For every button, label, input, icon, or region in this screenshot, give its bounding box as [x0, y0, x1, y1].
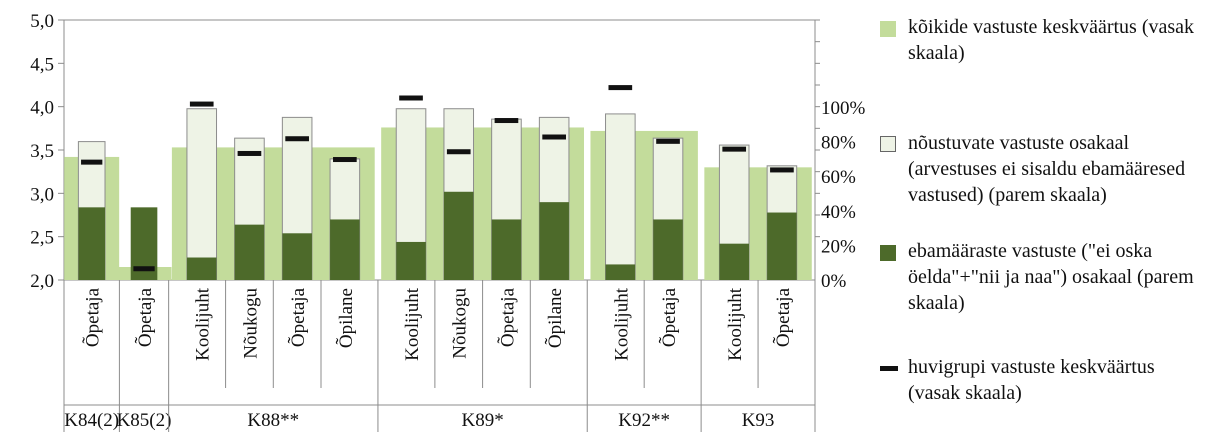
left-axis-tick-label: 2,0: [30, 271, 54, 292]
group-mean-marker: [237, 150, 262, 156]
group-mean-marker: [494, 118, 519, 124]
group-label: K89*: [461, 410, 503, 431]
right-axis-tick-label: 20%: [821, 236, 856, 257]
left-axis-tick-label: 3,0: [30, 184, 54, 205]
member-label: Õpetaja: [82, 287, 104, 347]
bar-chart: 2,0 2,5 3,0 3,5 4,0 4,5 5,0 0% 20% 40% 60% 80% 100% Õ…: [30, 11, 866, 432]
uncertain-bar: [719, 243, 749, 280]
group-label: K88**: [247, 410, 299, 431]
legend-swatch-mean-all: [880, 21, 896, 37]
member-label: Õpilane: [335, 288, 357, 348]
group-mean-marker: [333, 157, 357, 163]
member-label: Õpilane: [544, 288, 566, 348]
uncertain-bar: [539, 202, 569, 280]
uncertain-bar: [78, 207, 106, 280]
right-axis-tick-label: 40%: [821, 202, 856, 223]
group-mean-marker: [81, 159, 103, 165]
member-label: Koolijuht: [402, 287, 423, 361]
legend-label-mean-all: kõikide vastuste keskväärtus (vasak skaa…: [908, 16, 1195, 64]
legend-swatch-uncertain: [880, 245, 896, 261]
group-mean-marker: [542, 134, 566, 140]
group-label: K93: [742, 410, 775, 431]
group-mean-marker: [285, 136, 309, 142]
right-axis-tick-label: 80%: [821, 133, 856, 154]
group-mean-marker: [656, 138, 680, 144]
member-label: Nõukogu: [240, 288, 261, 359]
group-mean-marker: [722, 146, 747, 152]
group-mean-marker: [770, 167, 794, 173]
left-axis-tick-label: 3,5: [30, 141, 54, 162]
member-label: Nõukogu: [450, 288, 471, 359]
uncertain-bar: [605, 264, 636, 280]
agree-bar: [186, 108, 218, 281]
uncertain-bar: [330, 219, 360, 280]
uncertain-bar: [443, 191, 474, 280]
left-axis-tick-label: 2,5: [30, 228, 54, 249]
right-axis-tick-label: 100%: [821, 98, 866, 119]
member-label: Koolijuht: [611, 287, 632, 361]
group-mean-marker: [133, 266, 155, 272]
member-label: Õpetaja: [496, 287, 518, 347]
group-label: K92**: [618, 410, 670, 431]
group-mean-marker: [446, 149, 471, 155]
uncertain-bar: [767, 212, 797, 280]
legend-swatch-agree: [880, 136, 896, 152]
right-axis-tick-label: 0%: [821, 271, 847, 292]
legend-label-agree: nõustuvate vastuste osakaal (arvestuses …: [908, 132, 1186, 206]
left-axis-tick-label: 4,5: [30, 54, 54, 75]
group-mean-marker: [399, 95, 423, 101]
uncertain-bar: [396, 241, 426, 280]
uncertain-bar: [491, 219, 522, 280]
legend-swatch-group-mean: [880, 366, 898, 371]
right-axis-tick-label: 60%: [821, 167, 856, 188]
left-axis-tick-label: 4,0: [30, 98, 54, 119]
member-label: Koolijuht: [725, 287, 746, 361]
uncertain-bar: [282, 233, 312, 280]
member-label: Õpetaja: [658, 287, 680, 347]
group-label: K84(2): [64, 410, 119, 431]
member-label: Õpetaja: [772, 287, 794, 347]
left-axis-tick-label: 5,0: [30, 11, 54, 32]
member-label: Õpetaja: [134, 287, 156, 347]
uncertain-bar: [186, 257, 217, 280]
legend-label-group-mean: huvigrupi vastuste keskväärtus (vasak sk…: [908, 356, 1155, 404]
uncertain-bar: [653, 219, 683, 280]
member-label: Õpetaja: [287, 287, 309, 347]
legend-label-uncertain: ebamääraste vastuste ("ei oska öelda"+"n…: [908, 240, 1194, 314]
agree-bar: [605, 113, 636, 281]
group-mean-marker: [608, 85, 633, 91]
group-label: K85(2): [117, 410, 172, 431]
uncertain-bar: [234, 224, 265, 280]
member-label: Koolijuht: [193, 287, 214, 361]
group-mean-marker: [189, 101, 214, 107]
